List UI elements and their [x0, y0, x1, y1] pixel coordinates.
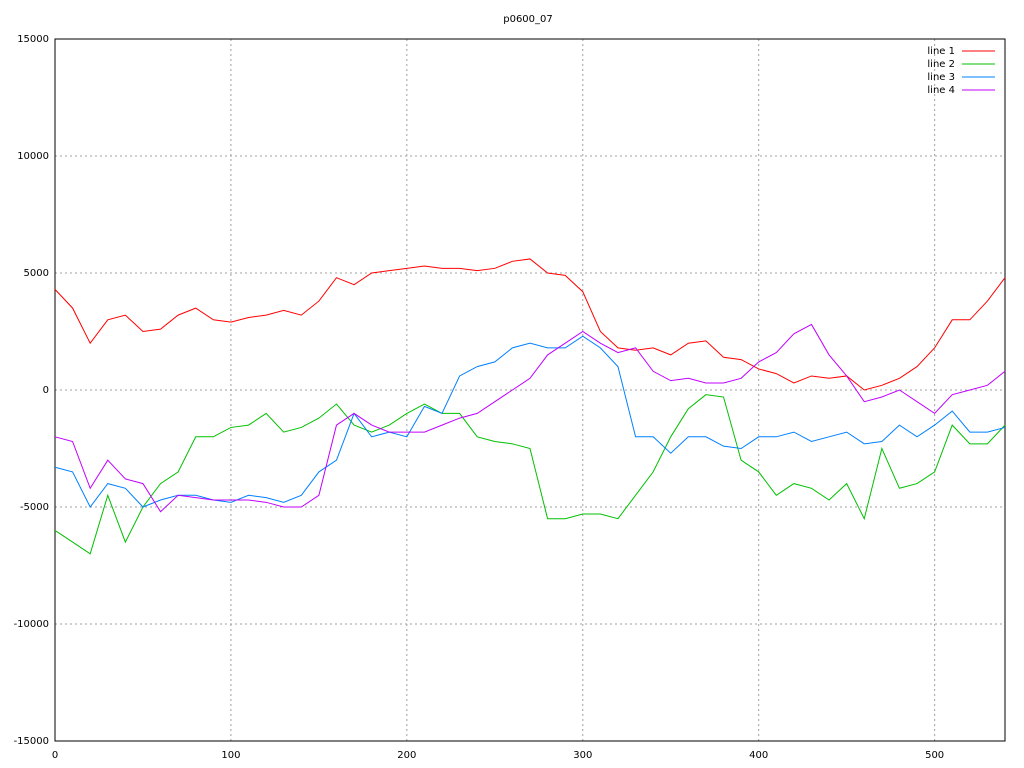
y-tick-label: -5000 [20, 502, 49, 513]
x-tick-label: 300 [573, 750, 592, 761]
y-tick-label: 10000 [17, 151, 49, 162]
legend-label: line 3 [927, 72, 955, 83]
legend-label: line 4 [927, 85, 955, 96]
x-tick-label: 200 [397, 750, 416, 761]
y-tick-label: 5000 [24, 268, 49, 279]
series-line [54, 394, 1006, 555]
plot-frame [54, 38, 1006, 742]
y-tick-label: 15000 [17, 34, 49, 45]
series-line [54, 258, 1006, 391]
x-tick-label: 500 [925, 750, 944, 761]
x-tick-label: 0 [52, 750, 58, 761]
y-tick-label: -15000 [14, 736, 49, 747]
y-tick-label: -10000 [14, 619, 49, 630]
legend-label: line 2 [927, 59, 955, 70]
x-tick-label: 400 [749, 750, 768, 761]
x-tick-label: 100 [221, 750, 240, 761]
chart-title: p0600_07 [503, 14, 553, 25]
legend-label: line 1 [927, 46, 955, 57]
series-line [54, 323, 1006, 513]
series-line [54, 335, 1006, 508]
y-tick-label: 0 [43, 385, 49, 396]
